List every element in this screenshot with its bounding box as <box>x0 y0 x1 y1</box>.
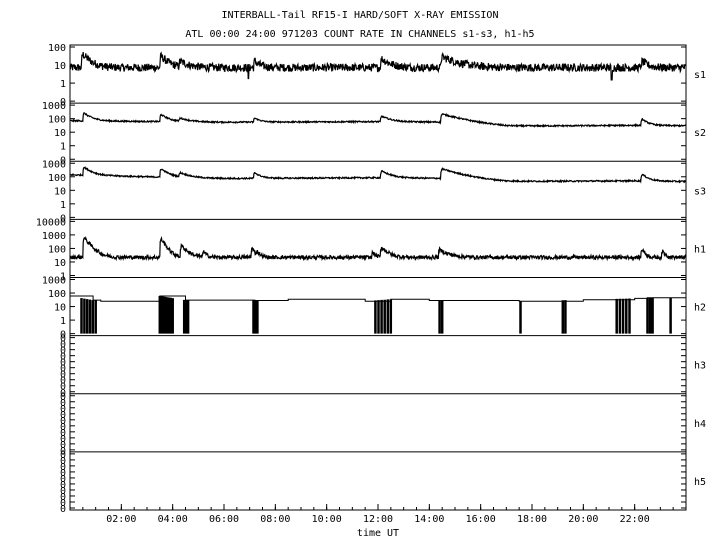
panel-label-s3: s3 <box>694 186 706 197</box>
y-tick-label: 1000 <box>42 159 66 170</box>
panel-label-h3: h3 <box>694 361 706 372</box>
y-tick-label: 100 <box>48 289 66 300</box>
series-h2-drop <box>374 299 393 334</box>
panel-label-s2: s2 <box>694 128 706 139</box>
y-tick-label: 0 <box>60 440 66 451</box>
x-tick-label: 06:00 <box>209 514 239 525</box>
series-s3 <box>70 166 687 184</box>
series-h2-drop <box>646 297 654 334</box>
panel-label-h1: h1 <box>694 244 706 255</box>
y-tick-label: 0 <box>60 334 66 345</box>
y-tick-label: 0 <box>60 340 66 351</box>
y-tick-label: 1000 <box>42 231 66 242</box>
y-tick-label: 10 <box>54 61 66 72</box>
panel-label-h5: h5 <box>694 477 706 488</box>
series-h2-drop <box>561 300 567 334</box>
chart-title: INTERBALL-Tail RF15-I HARD/SOFT X-RAY EM… <box>221 10 499 21</box>
y-tick-label: 0 <box>60 370 66 381</box>
series-h2-drop <box>438 300 444 334</box>
panel-label-h4: h4 <box>694 419 706 430</box>
series-h1 <box>69 235 687 262</box>
series-s2 <box>69 111 687 129</box>
y-tick-label: 0 <box>60 382 66 393</box>
y-tick-label: 1 <box>60 142 66 153</box>
y-tick-label: 0 <box>60 474 66 485</box>
x-tick-label: 02:00 <box>106 514 136 525</box>
x-tick-label: 08:00 <box>260 514 290 525</box>
y-tick-label: 0 <box>60 492 66 503</box>
y-tick-label: 0 <box>60 404 66 415</box>
series-h2-drop <box>252 300 259 334</box>
y-tick-label: 10 <box>54 128 66 139</box>
y-tick-label: 0 <box>60 155 66 166</box>
y-tick-label: 10 <box>54 303 66 314</box>
x-tick-label: 18:00 <box>517 514 547 525</box>
y-tick-label: 0 <box>60 376 66 387</box>
y-tick-label: 0 <box>60 352 66 363</box>
y-tick-label: 0 <box>60 446 66 457</box>
y-tick-label: 1000 <box>42 101 66 112</box>
y-tick-label: 0 <box>60 416 66 427</box>
x-tick-label: 10:00 <box>312 514 342 525</box>
y-tick-label: 10 <box>54 186 66 197</box>
y-tick-label: 0 <box>60 428 66 439</box>
y-tick-label: 0 <box>60 398 66 409</box>
y-tick-label: 10000 <box>36 217 66 228</box>
y-tick-label: 1000 <box>42 276 66 287</box>
y-tick-label: 0 <box>60 422 66 433</box>
y-tick-label: 10 <box>54 258 66 269</box>
x-tick-label: 14:00 <box>414 514 444 525</box>
y-tick-label: 1 <box>60 272 66 283</box>
x-tick-label: 16:00 <box>466 514 496 525</box>
y-tick-label: 0 <box>60 468 66 479</box>
series-s1 <box>69 51 687 81</box>
y-tick-label: 100 <box>48 244 66 255</box>
y-tick-label: 1 <box>60 316 66 327</box>
y-tick-label: 0 <box>60 486 66 497</box>
y-tick-label: 0 <box>60 504 66 515</box>
y-tick-label: 0 <box>60 462 66 473</box>
y-tick-label: 1 <box>60 200 66 211</box>
x-axis-label: time UT <box>357 528 399 539</box>
y-tick-label: 0 <box>60 358 66 369</box>
y-tick-label: 0 <box>60 480 66 491</box>
x-tick-label: 12:00 <box>363 514 393 525</box>
y-tick-label: 0 <box>60 346 66 357</box>
series-h2-drop <box>158 296 174 334</box>
y-tick-label: 0 <box>60 330 66 341</box>
chart-subtitle: ATL 00:00 24:00 971203 COUNT RATE IN CHA… <box>185 29 535 40</box>
y-tick-label: 0 <box>60 364 66 375</box>
y-tick-label: 0 <box>60 213 66 224</box>
x-tick-label: 20:00 <box>568 514 598 525</box>
x-tick-label: 04:00 <box>158 514 188 525</box>
series-h2-drop <box>80 298 97 334</box>
series-h2 <box>70 295 686 302</box>
y-tick-label: 0 <box>60 498 66 509</box>
y-tick-label: 0 <box>60 97 66 108</box>
panel-label-h2: h2 <box>694 303 706 314</box>
series-h2-drop <box>182 299 190 334</box>
y-tick-label: 0 <box>60 392 66 403</box>
y-tick-label: 0 <box>60 388 66 399</box>
series-h2-drop <box>615 298 631 334</box>
y-tick-label: 1 <box>60 79 66 90</box>
y-tick-label: 100 <box>48 173 66 184</box>
x-tick-label: 22:00 <box>620 514 650 525</box>
panel-label-s1: s1 <box>694 70 706 81</box>
y-tick-label: 0 <box>60 434 66 445</box>
y-tick-label: 0 <box>60 456 66 467</box>
y-tick-label: 100 <box>48 43 66 54</box>
y-tick-label: 0 <box>60 450 66 461</box>
y-tick-label: 100 <box>48 115 66 126</box>
y-tick-label: 0 <box>60 410 66 421</box>
